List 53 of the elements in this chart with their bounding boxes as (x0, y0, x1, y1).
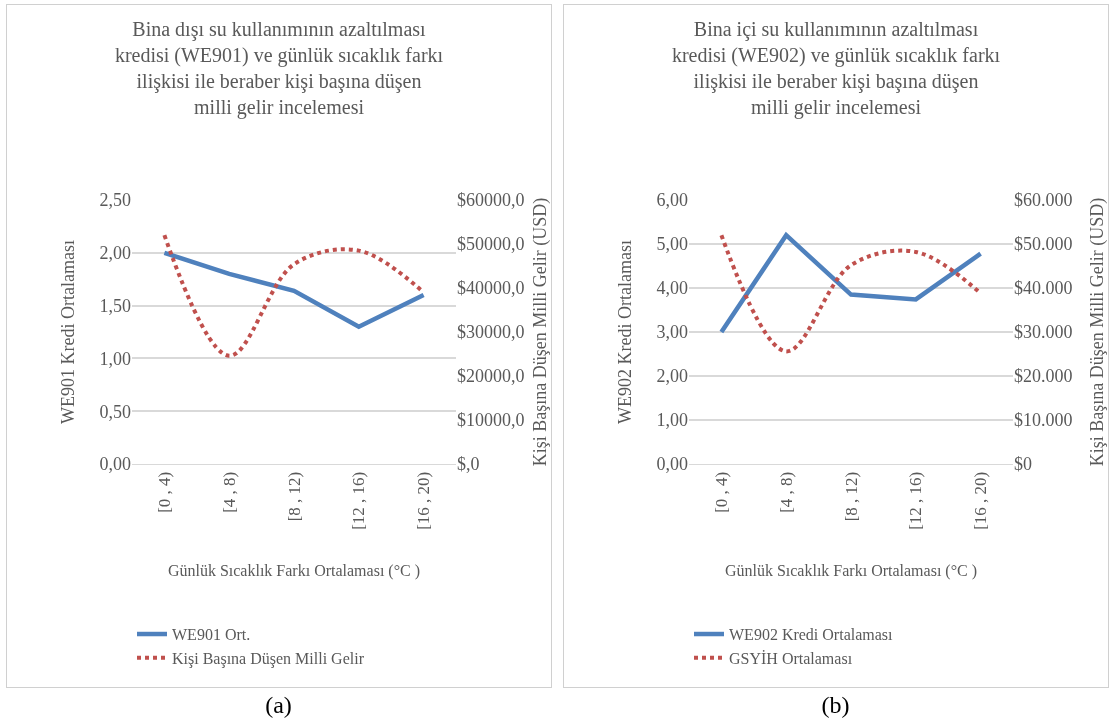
y2-tick-label: $20.000 (1014, 366, 1073, 387)
y-tick-label: 0,50 (99, 401, 131, 422)
y-tick-label: 1,50 (99, 295, 131, 316)
y-axis-title: WE902 Kredi Ortalaması (614, 240, 635, 424)
y2-tick-label: $30.000 (1014, 322, 1073, 343)
y-tick-label: 1,00 (656, 410, 688, 431)
y-tick-label: 3,00 (656, 322, 688, 343)
x-tick-label: [8 , 12) (841, 471, 861, 522)
y2-tick-label: $40000,0 (457, 278, 525, 299)
legend-label: WE902 Kredi Ortalaması (729, 626, 894, 644)
x-axis-title: Günlük Sıcaklık Farkı Ortalaması (°C ) (167, 561, 421, 580)
x-tick-label: [16 , 20) (414, 471, 434, 530)
x-tick-label: [0 , 4) (154, 471, 174, 513)
legend-label: WE901 Ort. (172, 626, 251, 644)
y-axis-title: WE901 Kredi Ortalaması (57, 240, 78, 424)
y2-tick-label: $0 (1014, 454, 1032, 475)
y-tick-label: 2,50 (99, 190, 131, 211)
chart-title: Bina dışı su kullanımının azaltılması kredisi (WE901) ve günlük sıcaklık farkı ilişkisi ile beraber kişi başına düşen milli gelir incelemesi (114, 17, 444, 119)
y-tick-label: 6,00 (656, 190, 688, 211)
y2-tick-label: $40.000 (1014, 278, 1073, 299)
line-series (162, 250, 426, 329)
y2-tick-label: $30000,0 (457, 322, 525, 343)
text: (a) (264, 692, 293, 719)
x-tick-label: [12 , 16) (349, 471, 369, 530)
y2-axis-title: Kişi Başına Düşen Milli Gelir (USD) (530, 197, 551, 467)
y2-tick-label: $10.000 (1014, 410, 1073, 431)
y2-tick-label: $,0 (457, 454, 480, 475)
y-tick-label: 0,00 (99, 454, 131, 475)
y-tick-label: 2,00 (99, 243, 131, 264)
y2-tick-label: $20000,0 (457, 366, 525, 387)
y2-tick-label: $60000,0 (457, 190, 525, 211)
y-tick-label: 0,00 (656, 454, 688, 475)
x-tick-label: [4 , 8) (219, 471, 239, 513)
y2-tick-label: $10000,0 (457, 410, 525, 431)
y-tick-label: 1,00 (99, 348, 131, 369)
x-tick-label: [12 , 16) (906, 471, 926, 530)
y-tick-label: 4,00 (656, 278, 688, 299)
x-tick-label: [16 , 20) (971, 471, 991, 530)
x-tick-label: [0 , 4) (711, 471, 731, 513)
x-axis-title: Günlük Sıcaklık Farkı Ortalaması (°C ) (724, 561, 978, 580)
y2-tick-label: $50.000 (1014, 234, 1073, 255)
x-tick-label: [8 , 12) (284, 471, 304, 522)
y-tick-label: 5,00 (656, 234, 688, 255)
text: (b) (820, 692, 851, 719)
legend-label: Kişi Başına Düşen Milli Gelir (172, 650, 365, 669)
legend-label: GSYİH Ortalaması (729, 650, 853, 668)
y2-tick-label: $50000,0 (457, 234, 525, 255)
y2-axis-title: Kişi Başına Düşen Milli Gelir (USD) (1086, 197, 1108, 467)
line-series (719, 232, 983, 335)
chart-title: Bina içi su kullanımının azaltılması kredisi (WE902) ve günlük sıcaklık farkı ilişkisi ile beraber kişi başına düşen milli gelir incelemesi (671, 17, 1001, 119)
y2-tick-label: $60.000 (1014, 190, 1073, 211)
y-tick-label: 2,00 (656, 366, 688, 387)
x-tick-label: [4 , 8) (776, 471, 796, 513)
